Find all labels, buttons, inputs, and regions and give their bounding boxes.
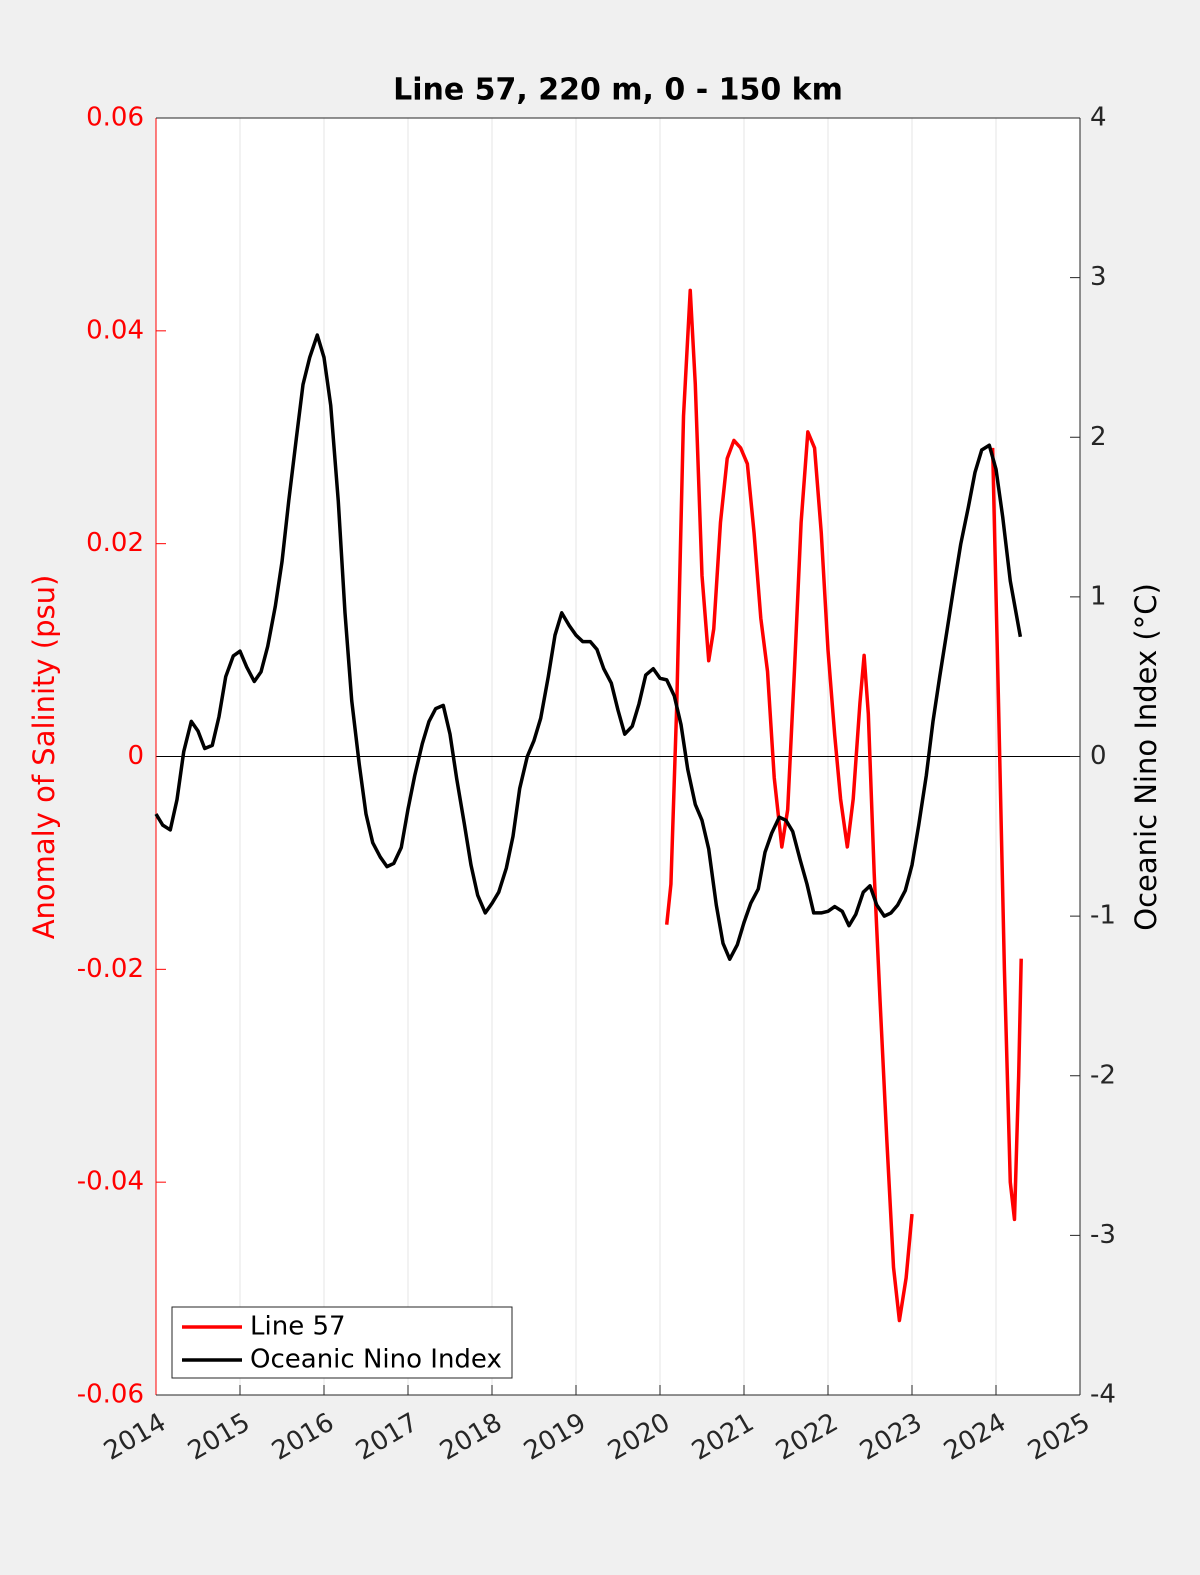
y2-tick-label: 1 [1090, 581, 1107, 611]
x-tick-label: 2022 [771, 1408, 843, 1467]
x-tick-label: 2025 [1023, 1408, 1095, 1467]
x-tick-label: 2015 [183, 1408, 255, 1467]
x-tick-label: 2024 [939, 1408, 1011, 1467]
x-tick-label: 2023 [855, 1408, 927, 1467]
y2-tick-label: 3 [1090, 262, 1107, 292]
legend-label: Line 57 [250, 1312, 346, 1342]
series-line [154, 333, 1023, 961]
y2-tick-label: 4 [1090, 103, 1107, 133]
x-tick-label: 2016 [267, 1408, 339, 1467]
x-tick-label: 2017 [351, 1408, 423, 1467]
y2-tick-label: -2 [1090, 1060, 1116, 1090]
y2-tick-label: 0 [1090, 741, 1107, 771]
x-tick-label: 2020 [603, 1408, 675, 1467]
y-tick-label: 0.02 [86, 528, 144, 558]
legend-label: Oceanic Nino Index [250, 1345, 502, 1375]
y2-tick-label: -4 [1090, 1380, 1116, 1410]
legend-box [171, 1306, 513, 1379]
y-tick-label: 0.06 [86, 103, 144, 133]
y2-tick-label: -3 [1090, 1220, 1116, 1250]
x-tick-label: 2018 [435, 1408, 507, 1467]
x-tick-label: 2019 [519, 1408, 591, 1467]
y2-axis-label: Oceanic Nino Index (°C) [1129, 583, 1163, 931]
series-line [664, 288, 1023, 1323]
y-tick-label: 0.04 [86, 315, 144, 345]
x-tick-label: 2014 [99, 1408, 171, 1467]
y-tick-label: 0 [127, 741, 144, 771]
y-axis-label: Anomaly of Salinity (psu) [27, 575, 61, 940]
x-tick-label: 2021 [687, 1408, 759, 1467]
chart-title: Line 57, 220 m, 0 - 150 km [393, 73, 843, 108]
y-tick-label: -0.04 [77, 1167, 144, 1197]
y2-tick-label: -1 [1090, 901, 1116, 931]
y2-tick-label: 2 [1090, 422, 1107, 452]
y-tick-label: -0.02 [77, 954, 144, 984]
y-tick-label: -0.06 [77, 1380, 144, 1410]
